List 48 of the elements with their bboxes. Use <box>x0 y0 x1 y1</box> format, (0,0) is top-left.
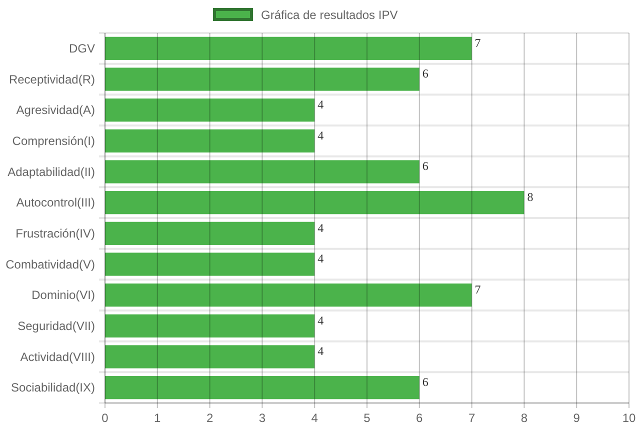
data-label: 4 <box>318 344 324 358</box>
x-tick-label: 6 <box>416 411 424 425</box>
x-tick-label: 8 <box>520 411 528 425</box>
x-tick-label: 1 <box>154 411 162 425</box>
x-tick-label: 4 <box>311 411 318 425</box>
bar <box>105 376 420 400</box>
legend-label: Gráfica de resultados IPV <box>261 8 398 22</box>
data-label: 4 <box>318 313 324 328</box>
y-tick-label: Frustración(IV) <box>16 226 95 240</box>
data-label: 7 <box>474 282 481 297</box>
data-label: 4 <box>318 128 324 142</box>
data-label: 4 <box>318 252 324 266</box>
y-tick-label: Seguridad(VII) <box>18 318 95 333</box>
data-label: 4 <box>318 220 324 235</box>
bar <box>105 98 315 122</box>
y-tick-label: Adaptabilidad(II) <box>8 164 95 179</box>
data-label: 8 <box>527 190 534 204</box>
x-tick-label: 0 <box>102 411 109 425</box>
bar <box>105 160 420 184</box>
y-tick-label: Actividad(VIII) <box>20 350 95 364</box>
y-tick-label: DGV <box>68 41 95 56</box>
y-tick-label: Sociabilidad(IX) <box>10 380 95 395</box>
bar <box>105 129 315 152</box>
x-tick-label: 3 <box>258 411 266 425</box>
bar <box>105 36 472 60</box>
y-tick-label: Receptividad(R) <box>8 72 95 86</box>
bar <box>105 222 315 245</box>
bar <box>105 191 524 214</box>
x-tick-label: 7 <box>468 411 476 425</box>
y-tick-label: Autocontrol(III) <box>16 196 95 210</box>
bar <box>105 314 315 338</box>
y-tick-label: Dominio(VI) <box>32 288 95 302</box>
x-tick-label: 10 <box>622 411 636 425</box>
data-label: 6 <box>422 375 428 390</box>
y-tick-label: Comprensión(I) <box>12 134 95 148</box>
y-tick-label: Agresividad(A) <box>16 103 95 118</box>
data-label: 4 <box>318 98 324 112</box>
x-tick-label: 9 <box>573 411 580 425</box>
data-label: 6 <box>422 159 428 174</box>
bar <box>105 252 315 276</box>
data-label: 6 <box>422 66 428 81</box>
x-tick-label: 5 <box>364 411 371 425</box>
bar <box>105 345 315 368</box>
x-tick-label: 2 <box>206 411 214 425</box>
y-tick-label: Combatividad(V) <box>6 257 95 272</box>
bar <box>105 68 420 91</box>
data-label: 7 <box>474 36 481 50</box>
bar <box>105 284 472 307</box>
